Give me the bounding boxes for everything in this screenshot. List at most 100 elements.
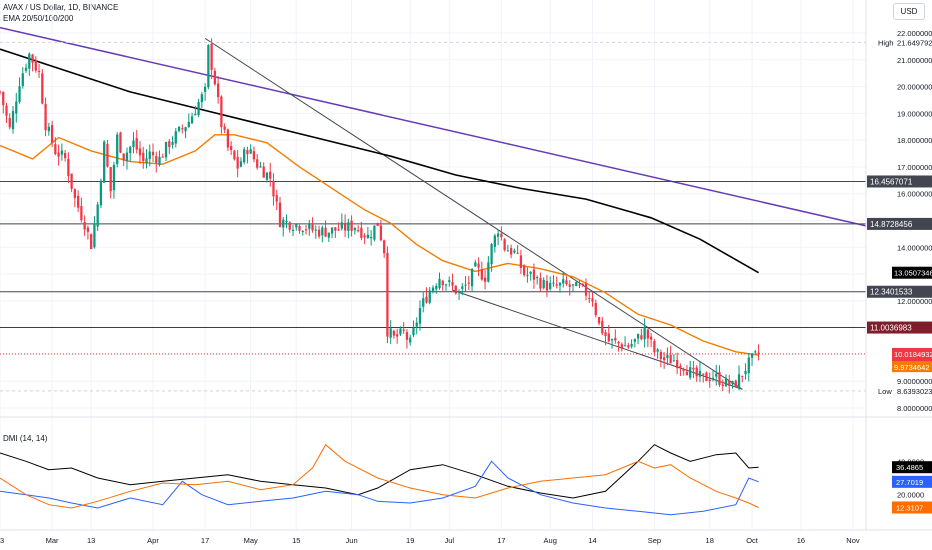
candle-body — [363, 235, 366, 238]
candle-body — [588, 298, 591, 300]
candle-body — [679, 365, 682, 368]
candle-body — [239, 161, 243, 167]
price-axis-tick: 20.0000000 — [897, 83, 932, 92]
candle-body — [112, 164, 116, 191]
candle-body — [386, 252, 389, 337]
candle-body — [584, 283, 588, 296]
price-axis-tick: 17.0000000 — [897, 163, 932, 172]
candle-body — [496, 233, 500, 237]
candle-body — [526, 274, 529, 276]
candle-body — [633, 339, 636, 342]
candle-body — [93, 224, 96, 248]
candle-body — [552, 282, 555, 284]
candle-body — [119, 132, 122, 153]
candle-body — [558, 282, 562, 286]
candle-body — [210, 43, 213, 71]
candle-body — [80, 206, 83, 221]
candle-body — [60, 150, 63, 155]
candle-body — [343, 222, 347, 231]
grid-lines — [0, 0, 866, 530]
price-axis-tick: 19.0000000 — [897, 109, 932, 118]
last-price-value: 10.0184932 — [894, 350, 932, 359]
candle-body — [360, 227, 363, 238]
time-axis-tick: 15 — [292, 536, 300, 545]
candle-body — [646, 329, 650, 339]
high-tag-caption: High — [878, 38, 893, 47]
time-axis-tick: Jun — [346, 536, 358, 545]
candle-body — [272, 181, 275, 197]
candle-body — [243, 149, 246, 163]
candle-body — [158, 156, 161, 165]
candle-body — [34, 60, 37, 71]
candle-body — [203, 86, 207, 92]
ema200-tag — [892, 266, 932, 279]
candle-body — [138, 148, 142, 156]
horizontal-levels — [0, 41, 866, 392]
candle-body — [715, 373, 718, 377]
candle-body — [477, 263, 480, 268]
candle-body — [474, 262, 477, 267]
candle-body — [168, 141, 171, 148]
price-axis-tick: 12.0000000 — [897, 297, 932, 306]
dmi-tag — [892, 461, 932, 474]
candle-body — [291, 229, 295, 231]
time-axis-tick: 16 — [797, 536, 805, 545]
candle-body — [457, 290, 461, 293]
time-axis-tick: May — [244, 536, 258, 545]
candle-body — [708, 379, 711, 382]
candle-body — [5, 105, 8, 116]
candle-body — [627, 345, 630, 348]
candle-body — [448, 280, 451, 282]
candle-body — [142, 152, 145, 161]
level-tag-label: 14.8728456 — [870, 220, 913, 229]
price-axis-tick: 16.0000000 — [897, 190, 932, 199]
candle-body — [620, 344, 623, 349]
candle-body — [692, 367, 695, 370]
candle-body — [402, 329, 405, 331]
time-axis-tick: 17 — [497, 536, 505, 545]
candle-body — [314, 229, 317, 231]
dmi-tag-value: 36.4865 — [896, 463, 923, 472]
candle-body — [373, 225, 376, 240]
candle-body — [103, 141, 106, 183]
candle-body — [500, 233, 503, 238]
ema-legend: EMA 20/50/100/200 — [3, 14, 74, 23]
candle-body — [702, 373, 705, 375]
candle-body — [676, 359, 679, 369]
candle-body — [340, 222, 343, 229]
candle-body — [695, 367, 698, 377]
candle-body — [685, 371, 689, 376]
candle-body — [506, 250, 510, 252]
time-axis-tick: Jul — [444, 536, 454, 545]
candle-body — [409, 337, 412, 343]
candle-body — [11, 111, 15, 130]
currency-button[interactable]: USD — [893, 3, 925, 20]
candle-body — [18, 86, 21, 102]
candle-body — [246, 150, 249, 155]
price-axis-tick: 21.0000000 — [897, 56, 932, 65]
dmi-series-line — [0, 443, 759, 509]
dmi-tag — [892, 501, 932, 514]
candle-body — [155, 155, 158, 164]
candle-body — [70, 173, 73, 189]
candle-body — [295, 224, 298, 228]
candle-body — [470, 268, 474, 287]
candle-body — [259, 166, 262, 168]
candle-body — [269, 171, 272, 179]
candle-body — [376, 222, 379, 226]
candle-body — [731, 381, 734, 385]
candle-body — [594, 303, 597, 316]
dmi-tag-value: 27.7019 — [896, 478, 923, 487]
candle-body — [21, 73, 24, 87]
candle-body — [304, 229, 308, 231]
price-axis-tick: 14.0000000 — [897, 243, 932, 252]
candle-body — [623, 345, 627, 347]
low-tag-value: 8.6393023 — [897, 387, 932, 396]
candle-body — [601, 320, 604, 334]
level-tag-label: 12.3401533 — [870, 288, 913, 297]
candle-body — [444, 284, 448, 286]
candle-body — [132, 140, 135, 147]
trendlines — [0, 26, 867, 390]
